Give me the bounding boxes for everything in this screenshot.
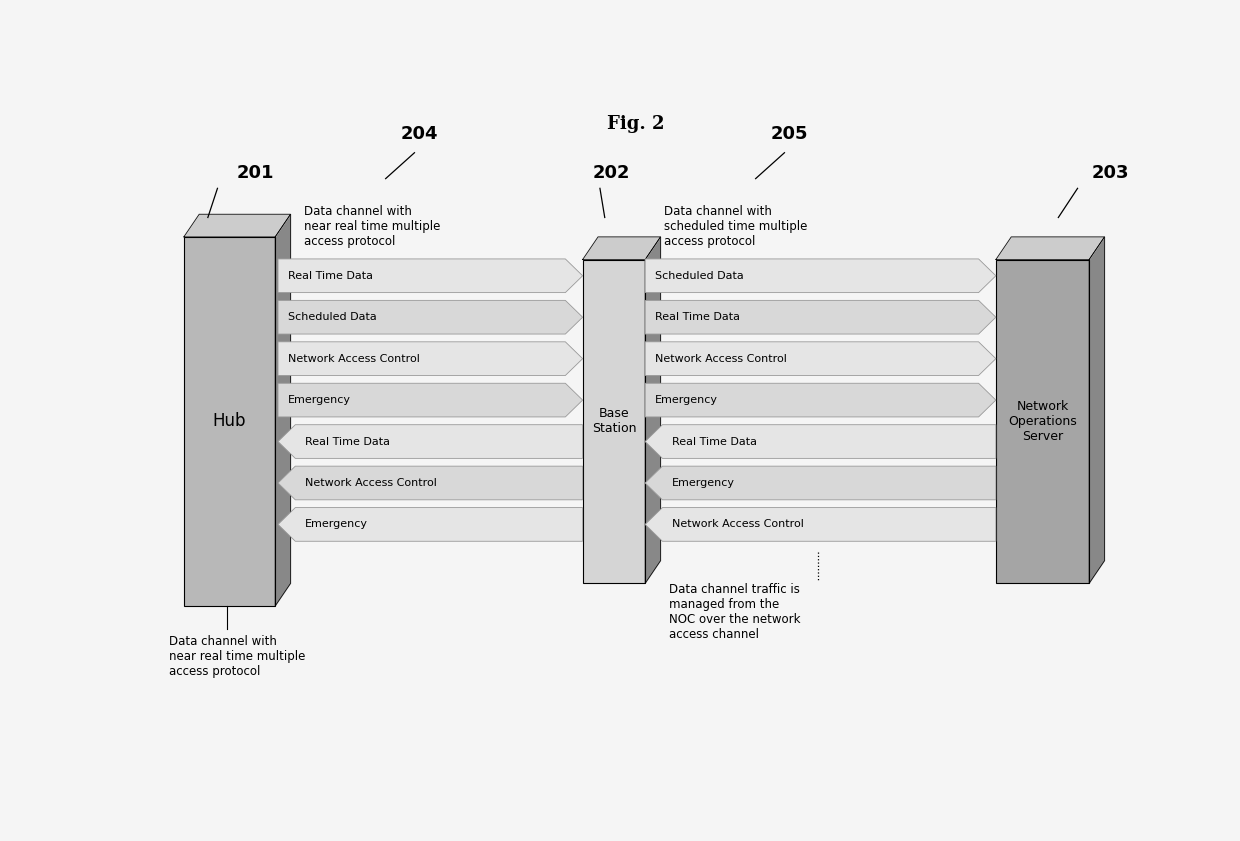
Polygon shape	[645, 237, 661, 584]
Polygon shape	[996, 237, 1105, 260]
Text: Real Time Data: Real Time Data	[305, 436, 389, 447]
Text: Scheduled Data: Scheduled Data	[288, 312, 377, 322]
Text: Real Time Data: Real Time Data	[655, 312, 740, 322]
Text: Data channel with
near real time multiple
access protocol: Data channel with near real time multipl…	[170, 635, 306, 678]
Polygon shape	[645, 259, 996, 293]
Polygon shape	[645, 508, 996, 542]
Text: 204: 204	[401, 125, 438, 143]
Text: Data channel traffic is
managed from the
NOC over the network
access channel: Data channel traffic is managed from the…	[670, 584, 801, 642]
Polygon shape	[278, 341, 583, 375]
Polygon shape	[996, 260, 1089, 584]
Text: Network
Operations
Server: Network Operations Server	[1008, 400, 1076, 443]
Polygon shape	[278, 383, 583, 417]
Text: Hub: Hub	[213, 412, 247, 431]
Text: Emergency: Emergency	[288, 395, 351, 405]
Text: Network Access Control: Network Access Control	[672, 520, 804, 530]
Text: Real Time Data: Real Time Data	[288, 271, 372, 281]
Text: Scheduled Data: Scheduled Data	[655, 271, 744, 281]
Text: 203: 203	[1092, 164, 1130, 182]
Polygon shape	[583, 237, 661, 260]
Text: Fig. 2: Fig. 2	[606, 114, 665, 133]
Text: 201: 201	[237, 164, 274, 182]
Polygon shape	[1089, 237, 1105, 584]
Text: Data channel with
scheduled time multiple
access protocol: Data channel with scheduled time multipl…	[665, 204, 807, 247]
Polygon shape	[645, 466, 996, 500]
Polygon shape	[184, 214, 290, 237]
Polygon shape	[278, 466, 583, 500]
Text: Real Time Data: Real Time Data	[672, 436, 756, 447]
Polygon shape	[645, 383, 996, 417]
Text: 202: 202	[593, 164, 630, 182]
Polygon shape	[278, 259, 583, 293]
Polygon shape	[184, 237, 275, 606]
Text: Emergency: Emergency	[305, 520, 368, 530]
Text: Base
Station: Base Station	[591, 408, 636, 436]
Text: Network Access Control: Network Access Control	[288, 354, 419, 363]
Polygon shape	[645, 425, 996, 458]
Text: Emergency: Emergency	[655, 395, 718, 405]
Text: Network Access Control: Network Access Control	[305, 478, 436, 488]
Polygon shape	[278, 425, 583, 458]
Polygon shape	[275, 214, 290, 606]
Polygon shape	[278, 300, 583, 334]
Text: Emergency: Emergency	[672, 478, 735, 488]
Polygon shape	[583, 260, 645, 584]
Polygon shape	[645, 300, 996, 334]
Text: 205: 205	[770, 125, 808, 143]
Polygon shape	[645, 341, 996, 375]
Polygon shape	[278, 508, 583, 542]
Text: Network Access Control: Network Access Control	[655, 354, 786, 363]
Text: Data channel with
near real time multiple
access protocol: Data channel with near real time multipl…	[304, 204, 440, 247]
